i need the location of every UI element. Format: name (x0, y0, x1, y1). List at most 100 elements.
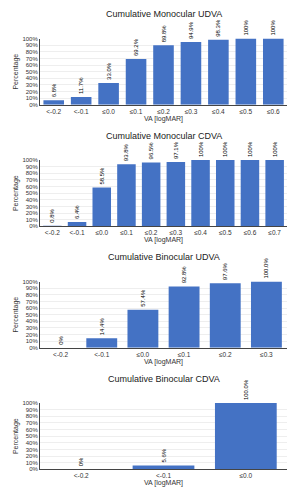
svg-text:VA [logMAR]: VA [logMAR] (144, 236, 183, 244)
svg-text:Cumulative Monocular CDVA: Cumulative Monocular CDVA (106, 131, 222, 141)
svg-text:20%: 20% (26, 89, 39, 95)
svg-text:0%: 0% (29, 345, 38, 351)
svg-text:90%: 90% (26, 164, 39, 170)
svg-text:Cumulative Monocular UDVA: Cumulative Monocular UDVA (106, 9, 222, 19)
svg-text:≤0.6: ≤0.6 (244, 229, 257, 236)
svg-text:<-0.2: <-0.2 (46, 108, 61, 115)
svg-text:89.8%: 89.8% (161, 25, 167, 43)
svg-text:100%: 100% (22, 400, 38, 406)
svg-text:≤0.2: ≤0.2 (145, 229, 158, 236)
svg-text:<-0.2: <-0.2 (74, 472, 89, 479)
svg-text:<-0.1: <-0.1 (94, 351, 109, 358)
svg-text:70%: 70% (26, 56, 39, 62)
svg-text:0.8%: 0.8% (49, 208, 55, 222)
svg-text:94.9%: 94.9% (188, 21, 194, 39)
svg-text:90%: 90% (26, 42, 39, 48)
svg-text:96.5%: 96.5% (148, 142, 154, 160)
svg-text:100%: 100% (22, 36, 38, 42)
svg-text:6.4%: 6.4% (74, 205, 80, 219)
svg-text:11.7%: 11.7% (78, 77, 84, 94)
svg-text:6.8%: 6.8% (51, 83, 57, 97)
svg-text:100%: 100% (247, 141, 253, 157)
svg-text:≤0.0: ≤0.0 (137, 351, 150, 358)
svg-text:70%: 70% (26, 177, 39, 183)
svg-text:50%: 50% (26, 69, 39, 75)
svg-text:60%: 60% (26, 184, 39, 190)
svg-text:0%: 0% (29, 102, 38, 108)
svg-text:≤0.1: ≤0.1 (120, 229, 133, 236)
svg-text:0%: 0% (29, 223, 38, 229)
svg-text:≤0.6: ≤0.6 (267, 108, 280, 115)
svg-text:≤0.5: ≤0.5 (219, 229, 232, 236)
svg-text:92.8%: 92.8% (181, 266, 187, 284)
svg-text:≤0.2: ≤0.2 (219, 351, 232, 358)
svg-text:33.0%: 33.0% (106, 62, 112, 80)
svg-text:58.5%: 58.5% (99, 167, 105, 185)
svg-text:50%: 50% (26, 433, 39, 439)
svg-text:30%: 30% (26, 204, 39, 210)
svg-text:14.4%: 14.4% (99, 318, 105, 336)
svg-text:<-0.1: <-0.1 (74, 108, 89, 115)
svg-text:70%: 70% (26, 299, 39, 305)
svg-text:50%: 50% (26, 190, 39, 196)
svg-text:70%: 70% (26, 420, 39, 426)
svg-text:97.1%: 97.1% (173, 141, 179, 159)
svg-text:<-0.2: <-0.2 (45, 229, 60, 236)
svg-text:40%: 40% (26, 197, 39, 203)
svg-text:100%: 100% (22, 157, 38, 163)
svg-text:57.4%: 57.4% (140, 289, 146, 307)
svg-text:VA [logMAR]: VA [logMAR] (144, 358, 183, 366)
svg-text:100%: 100% (272, 141, 278, 157)
svg-text:98.3%: 98.3% (215, 19, 221, 37)
svg-text:≤0.3: ≤0.3 (170, 229, 183, 236)
svg-text:≤0.0: ≤0.0 (102, 108, 115, 115)
svg-text:80%: 80% (26, 49, 39, 55)
svg-text:0%: 0% (29, 466, 38, 472)
svg-text:20%: 20% (26, 332, 39, 338)
svg-text:≤0.4: ≤0.4 (212, 108, 225, 115)
svg-text:80%: 80% (26, 413, 39, 419)
svg-text:40%: 40% (26, 75, 39, 81)
svg-text:69.2%: 69.2% (133, 38, 139, 56)
svg-text:≤0.7: ≤0.7 (268, 229, 281, 236)
svg-text:50%: 50% (26, 312, 39, 318)
svg-text:90%: 90% (26, 407, 39, 413)
svg-text:60%: 60% (26, 305, 39, 311)
svg-text:≤0.0: ≤0.0 (240, 472, 253, 479)
svg-text:60%: 60% (26, 62, 39, 68)
svg-text:0%: 0% (58, 335, 64, 344)
svg-text:100%: 100% (270, 20, 276, 36)
svg-text:≤0.1: ≤0.1 (130, 108, 143, 115)
svg-text:Cumulative Binocular UDVA: Cumulative Binocular UDVA (108, 252, 220, 262)
svg-text:<-0.1: <-0.1 (156, 472, 171, 479)
svg-text:30%: 30% (26, 447, 39, 453)
svg-text:80%: 80% (26, 170, 39, 176)
svg-text:Percentage: Percentage (12, 175, 20, 211)
svg-text:5.6%: 5.6% (161, 448, 167, 462)
svg-text:VA [logMAR]: VA [logMAR] (144, 115, 183, 123)
svg-text:100%: 100% (222, 141, 228, 157)
svg-text:10%: 10% (26, 217, 39, 223)
svg-text:10%: 10% (26, 95, 39, 101)
svg-text:≤0.5: ≤0.5 (240, 108, 253, 115)
svg-text:0%: 0% (78, 457, 84, 466)
svg-text:40%: 40% (26, 440, 39, 446)
svg-text:≤0.2: ≤0.2 (157, 108, 170, 115)
svg-text:Percentage: Percentage (12, 297, 20, 333)
svg-text:100%: 100% (243, 20, 249, 36)
svg-text:≤0.3: ≤0.3 (185, 108, 198, 115)
svg-text:Percentage: Percentage (12, 54, 20, 90)
svg-text:<-0.2: <-0.2 (53, 351, 68, 358)
svg-text:10%: 10% (26, 338, 39, 344)
svg-text:20%: 20% (26, 453, 39, 459)
svg-text:30%: 30% (26, 325, 39, 331)
svg-text:100.0%: 100.0% (243, 379, 249, 400)
svg-text:≤0.3: ≤0.3 (260, 351, 273, 358)
svg-text:≤0.1: ≤0.1 (178, 351, 191, 358)
svg-text:80%: 80% (26, 292, 39, 298)
svg-text:10%: 10% (26, 460, 39, 466)
svg-text:≤0.0: ≤0.0 (95, 229, 108, 236)
svg-text:100%: 100% (22, 279, 38, 285)
svg-text:20%: 20% (26, 210, 39, 216)
svg-text:100.0%: 100.0% (263, 258, 269, 279)
